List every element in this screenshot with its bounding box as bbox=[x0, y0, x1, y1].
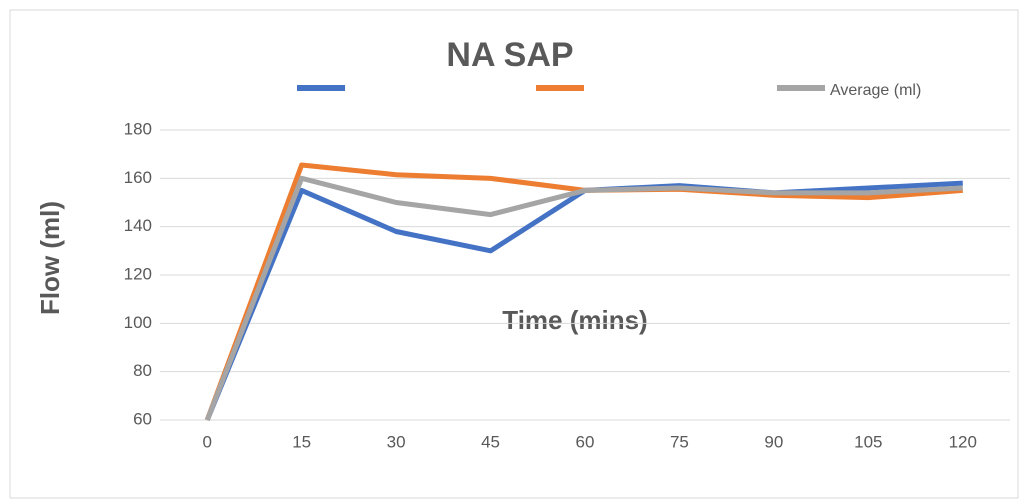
x-axis-title: Time (mins) bbox=[502, 305, 647, 335]
y-axis-title: Flow (ml) bbox=[35, 201, 65, 315]
x-tick-label: 60 bbox=[576, 432, 595, 451]
y-tick-label: 80 bbox=[133, 361, 152, 380]
x-tick-label: 0 bbox=[202, 432, 211, 451]
chart-border bbox=[9, 9, 1019, 499]
x-tick-label: 90 bbox=[764, 432, 783, 451]
x-tick-label: 120 bbox=[949, 432, 977, 451]
legend-label: Average (ml) bbox=[830, 82, 921, 99]
x-tick-label: 45 bbox=[481, 432, 500, 451]
y-tick-label: 60 bbox=[133, 409, 152, 428]
chart-title: NA SAP bbox=[446, 36, 573, 74]
x-tick-label: 105 bbox=[854, 432, 882, 451]
y-tick-label: 140 bbox=[124, 216, 152, 235]
x-tick-label: 75 bbox=[670, 432, 689, 451]
y-tick-label: 100 bbox=[124, 313, 152, 332]
x-tick-label: 30 bbox=[387, 432, 406, 451]
y-tick-label: 120 bbox=[124, 264, 152, 283]
series-line bbox=[204, 175, 963, 421]
y-tick-label: 160 bbox=[124, 168, 152, 187]
x-tick-label: 15 bbox=[292, 432, 311, 451]
y-tick-label: 180 bbox=[124, 119, 152, 138]
